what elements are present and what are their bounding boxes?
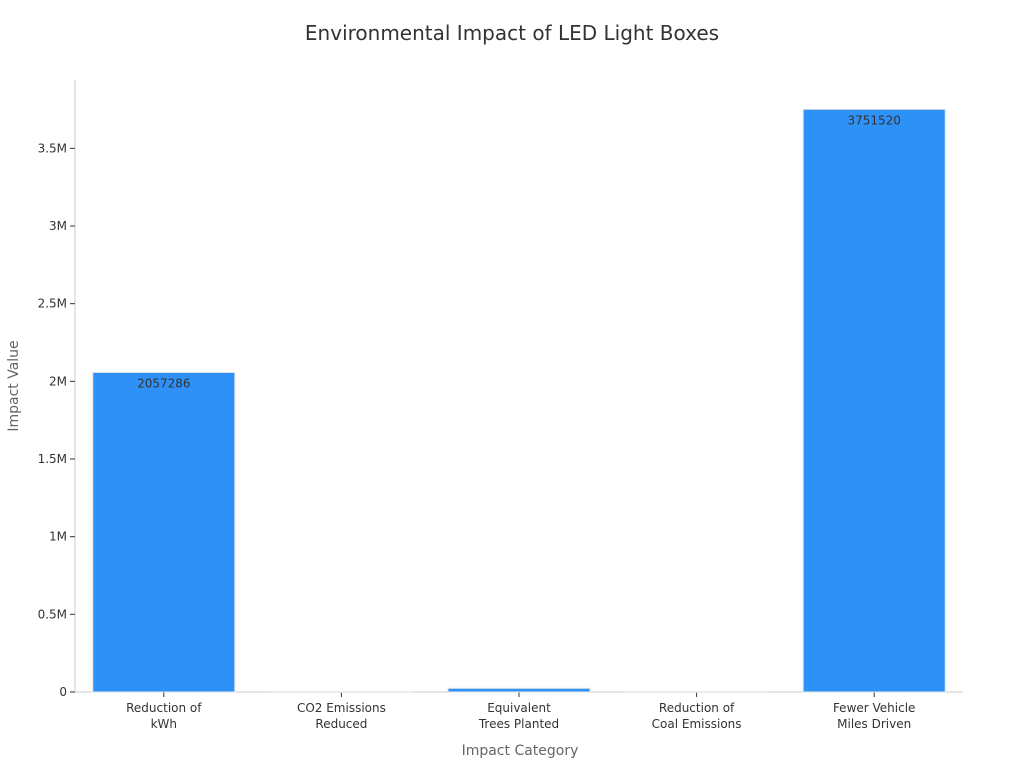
y-axis-title: Impact Value bbox=[6, 340, 22, 431]
x-tick-label: Equivalent Trees Planted bbox=[478, 701, 559, 731]
x-tick-label: Reduction of kWh bbox=[126, 701, 202, 731]
bars bbox=[92, 108, 946, 693]
y-tick-label: 1.5M bbox=[38, 452, 67, 466]
y-tick-label: 3M bbox=[49, 219, 67, 233]
y-tick-label: 1M bbox=[49, 530, 67, 544]
x-tick-label: CO2 Emissions Reduced bbox=[297, 701, 386, 731]
y-tick-label: 2M bbox=[49, 374, 67, 388]
y-tick-label: 0 bbox=[59, 685, 67, 699]
data-label: 2057286 bbox=[137, 376, 190, 390]
bar[interactable] bbox=[92, 371, 236, 693]
bar[interactable] bbox=[447, 687, 591, 693]
bar[interactable] bbox=[625, 691, 769, 693]
y-tick-label: 3.5M bbox=[38, 141, 67, 155]
x-tick-label: Fewer Vehicle Miles Driven bbox=[833, 701, 916, 731]
x-tick-label: Reduction of Coal Emissions bbox=[652, 701, 742, 731]
bar[interactable] bbox=[802, 108, 946, 693]
data-label: 3751520 bbox=[847, 113, 900, 127]
chart-title: Environmental Impact of LED Light Boxes bbox=[305, 21, 719, 45]
y-tick-label: 0.5M bbox=[38, 607, 67, 621]
y-axis: 0 0.5M 1M 1.5M 2M 2.5M 3M 3.5M bbox=[38, 80, 76, 699]
bar[interactable] bbox=[269, 691, 413, 693]
y-tick-label: 2.5M bbox=[38, 297, 67, 311]
x-axis-title: Impact Category bbox=[462, 743, 579, 759]
x-axis: Reduction of kWh CO2 Emissions Reduced Equiv… bbox=[75, 691, 963, 731]
data-labels: 2057286 3751520 bbox=[137, 113, 901, 390]
